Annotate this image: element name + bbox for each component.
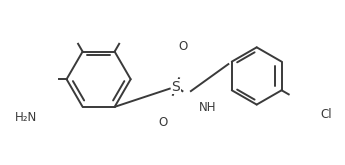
Text: NH: NH [199,101,216,114]
Text: Cl: Cl [321,108,332,121]
Text: S: S [171,80,180,94]
Text: H₂N: H₂N [14,111,37,124]
Text: O: O [179,40,188,53]
Text: O: O [158,116,168,129]
